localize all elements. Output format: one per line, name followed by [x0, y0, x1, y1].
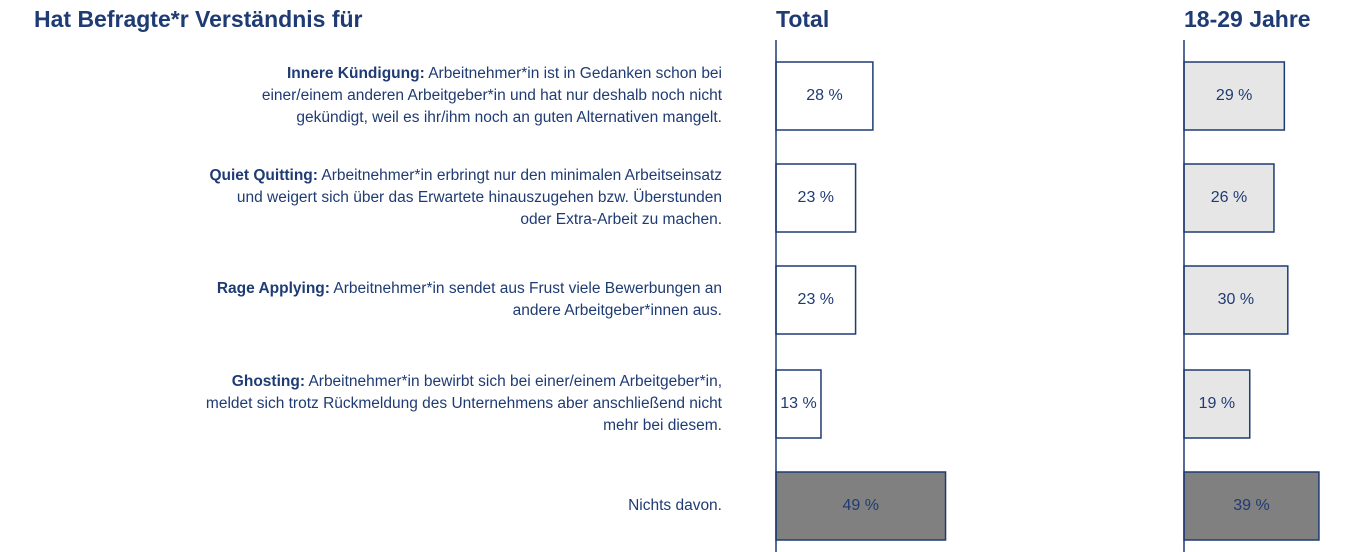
- row-line: gekündigt, weil es ihr/ihm noch an guten…: [0, 107, 722, 129]
- row-text: meldet sich trotz Rückmeldung des Untern…: [205, 395, 722, 412]
- row-line: und weigert sich über das Erwartete hina…: [0, 187, 722, 209]
- row-line: Quiet Quitting: Arbeitnehmer*in erbringt…: [0, 165, 722, 187]
- value-label: 23 %: [798, 291, 834, 308]
- row-label: Quiet Quitting: Arbeitnehmer*in erbringt…: [0, 165, 722, 231]
- bar: [775, 369, 822, 439]
- row-term: Quiet Quitting:: [209, 167, 318, 184]
- value-label: 28 %: [806, 87, 842, 104]
- row-label: Ghosting: Arbeitnehmer*in bewirbt sich b…: [0, 371, 722, 437]
- value-label: 30 %: [1218, 291, 1254, 308]
- value-label: 26 %: [1211, 189, 1247, 206]
- bar: [1183, 471, 1320, 541]
- row-text: und weigert sich über das Erwartete hina…: [236, 189, 722, 206]
- row-line: mehr bei diesem.: [0, 415, 722, 437]
- row-label: Innere Kündigung: Arbeitnehmer*in ist in…: [0, 63, 722, 129]
- row-line: andere Arbeitgeber*innen aus.: [0, 300, 722, 322]
- value-label: 39 %: [1233, 497, 1269, 514]
- bar: [775, 163, 857, 233]
- bar: [775, 265, 857, 335]
- row-text: oder Extra-Arbeit zu machen.: [520, 211, 722, 228]
- value-label: 23 %: [798, 189, 834, 206]
- row-text: Arbeitnehmer*in ist in Gedanken schon be…: [428, 65, 722, 82]
- bar: [1183, 163, 1275, 233]
- row-text: andere Arbeitgeber*innen aus.: [512, 302, 722, 319]
- page-title: Hat Befragte*r Verständnis für: [34, 6, 363, 32]
- row-line: Nichts davon.: [0, 495, 722, 517]
- row-line: Rage Applying: Arbeitnehmer*in sendet au…: [0, 278, 722, 300]
- row-term: Ghosting:: [231, 373, 305, 390]
- value-label: 19 %: [1199, 395, 1235, 412]
- row-line: einer/einem anderen Arbeitgeber*in und h…: [0, 85, 722, 107]
- value-label: 13 %: [780, 395, 816, 412]
- value-label: 49 %: [843, 497, 879, 514]
- row-text: Arbeitnehmer*in sendet aus Frust viele B…: [333, 280, 722, 297]
- row-line: meldet sich trotz Rückmeldung des Untern…: [0, 393, 722, 415]
- bar: [775, 471, 947, 541]
- panel-title: Total: [776, 6, 830, 32]
- panel-title: 18-29 Jahre: [1184, 6, 1311, 32]
- bar: [775, 61, 874, 131]
- row-label: Nichts davon.: [0, 495, 722, 517]
- row-text: Arbeitnehmer*in bewirbt sich bei einer/e…: [308, 373, 722, 390]
- row-label: Rage Applying: Arbeitnehmer*in sendet au…: [0, 278, 722, 322]
- row-text: mehr bei diesem.: [603, 417, 722, 434]
- row-line: Ghosting: Arbeitnehmer*in bewirbt sich b…: [0, 371, 722, 393]
- row-line: Innere Kündigung: Arbeitnehmer*in ist in…: [0, 63, 722, 85]
- row-term: Rage Applying:: [216, 280, 330, 297]
- row-term: Innere Kündigung:: [286, 65, 425, 82]
- bar: [1183, 369, 1251, 439]
- row-text: gekündigt, weil es ihr/ihm noch an guten…: [296, 109, 722, 126]
- row-text: Nichts davon.: [628, 497, 722, 514]
- bar: [1183, 61, 1286, 131]
- row-text: einer/einem anderen Arbeitgeber*in und h…: [261, 87, 722, 104]
- row-text: Arbeitnehmer*in erbringt nur den minimal…: [321, 167, 722, 184]
- value-label: 29 %: [1216, 87, 1252, 104]
- row-line: oder Extra-Arbeit zu machen.: [0, 209, 722, 231]
